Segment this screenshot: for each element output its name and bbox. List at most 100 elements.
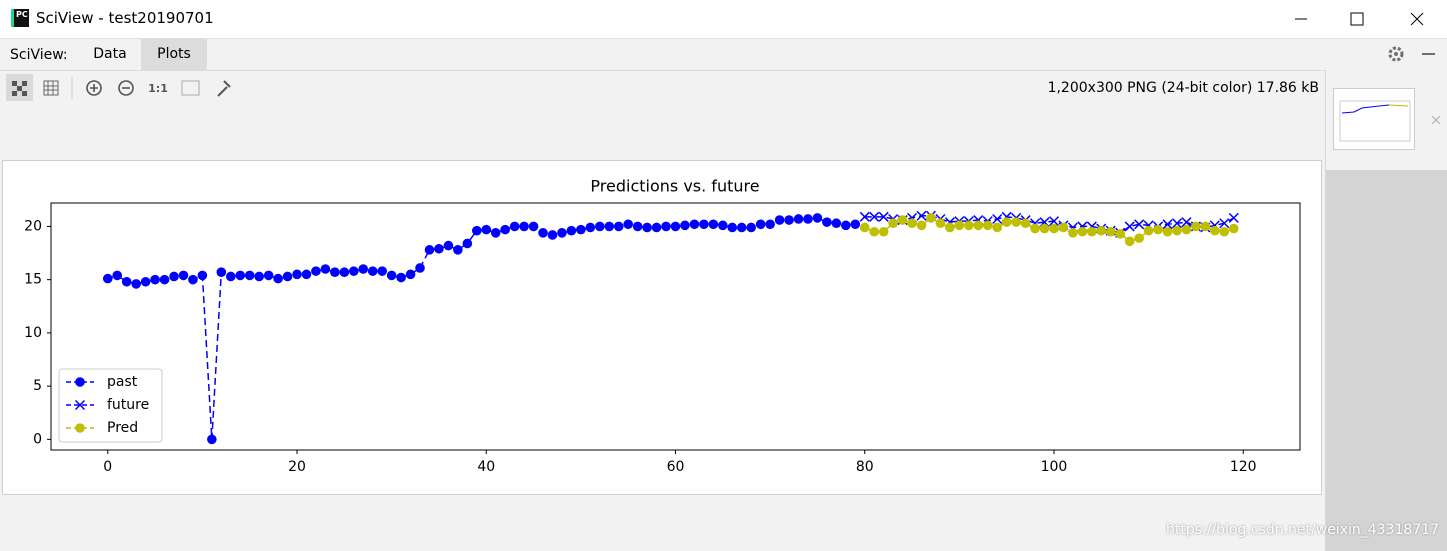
data-point — [282, 271, 293, 282]
data-point — [1124, 221, 1135, 232]
data-point — [301, 269, 312, 280]
sidebar-empty — [1326, 170, 1447, 551]
data-point — [831, 218, 842, 229]
chart: Predictions vs. future 0 20 40 60 80 100 120 0 5… — [24, 177, 1301, 475]
y-tick-label: 0 — [33, 431, 42, 447]
zoom-out[interactable] — [118, 80, 134, 96]
maximize[interactable] — [1350, 12, 1364, 26]
data-point — [339, 267, 350, 278]
data-point — [812, 213, 823, 223]
data-point — [576, 224, 586, 235]
data-point — [273, 273, 283, 284]
data-point — [1143, 225, 1154, 236]
data-point — [727, 222, 738, 233]
fit-icon[interactable] — [12, 81, 27, 96]
data-point — [878, 211, 889, 222]
legend-label: future — [107, 397, 149, 413]
data-point — [907, 218, 917, 229]
color-picker[interactable] — [217, 80, 231, 97]
data-point — [424, 245, 435, 255]
y-tick-label: 5 — [33, 378, 42, 394]
series-line — [864, 215, 1235, 234]
window-title: SciView - test20190701 — [36, 9, 214, 27]
data-point — [1219, 218, 1230, 229]
data-point — [131, 279, 141, 289]
data-point — [1077, 226, 1088, 237]
data-point — [443, 240, 454, 251]
data-point — [311, 266, 321, 276]
x-tick-label: 20 — [288, 459, 306, 475]
thumbnail[interactable] — [1333, 88, 1415, 150]
zoom-in[interactable] — [86, 80, 102, 96]
data-point — [1219, 226, 1230, 237]
series-line — [107, 217, 856, 440]
data-point — [1058, 222, 1069, 233]
data-point — [1162, 226, 1173, 237]
data-point — [945, 222, 955, 233]
data-point — [1134, 219, 1145, 230]
data-point — [1134, 233, 1144, 243]
data-point — [320, 264, 331, 274]
data-point — [216, 267, 227, 278]
data-point — [642, 222, 652, 233]
x-tick-label: 40 — [477, 459, 495, 475]
close[interactable] — [1410, 12, 1424, 26]
gear[interactable] — [1388, 46, 1404, 62]
data-point — [367, 266, 378, 276]
data-point — [566, 225, 577, 236]
legend-marker — [75, 377, 85, 387]
data-point — [793, 214, 804, 224]
menu-bar: SciView: Data Plots — [0, 39, 1447, 71]
tab-plots[interactable]: Plots — [141, 39, 207, 70]
data-point — [1162, 219, 1173, 230]
data-point — [604, 221, 615, 232]
data-point — [1171, 218, 1183, 229]
data-point — [244, 270, 255, 281]
toolbar: 1:1 — [6, 74, 231, 101]
data-point — [547, 230, 558, 240]
actual-size[interactable]: 1:1 — [148, 82, 168, 95]
data-point — [822, 217, 832, 227]
data-point — [774, 215, 785, 225]
y-tick-label: 10 — [24, 325, 42, 341]
chart-title: Predictions vs. future — [590, 177, 759, 196]
data-point — [1191, 221, 1201, 232]
window-controls[interactable] — [1280, 0, 1447, 38]
x-tick-label: 80 — [856, 459, 874, 475]
data-point — [888, 218, 898, 229]
data-point — [623, 219, 633, 230]
legend-label: Pred — [107, 420, 138, 436]
data-point — [538, 228, 548, 238]
data-point — [481, 224, 492, 235]
data-point — [396, 272, 406, 283]
data-point — [500, 224, 510, 235]
thumb-close[interactable] — [1430, 114, 1442, 126]
data-point — [102, 273, 113, 284]
data-point — [1200, 221, 1211, 232]
data-point — [1210, 225, 1220, 236]
data-point — [680, 220, 690, 231]
data-point — [528, 221, 539, 232]
data-point — [292, 269, 302, 280]
data-point — [699, 219, 709, 230]
y-tick-label: 20 — [24, 218, 42, 234]
data-point — [1011, 217, 1021, 227]
data-point — [632, 221, 643, 232]
app-icon: PC — [11, 9, 29, 27]
data-point — [992, 222, 1003, 233]
grid-icon[interactable] — [43, 80, 59, 96]
data-point — [1039, 223, 1050, 234]
settings-controls[interactable] — [1380, 43, 1440, 67]
data-point — [1115, 229, 1126, 239]
data-point — [405, 269, 416, 280]
data-point — [859, 222, 870, 233]
tab-data[interactable]: Data — [93, 46, 127, 62]
data-point — [1105, 226, 1116, 237]
data-point — [471, 225, 482, 236]
fit-window[interactable] — [181, 80, 200, 96]
data-point — [613, 221, 624, 232]
data-point — [169, 271, 179, 282]
data-point — [1172, 225, 1182, 236]
legend-marker — [74, 399, 86, 411]
